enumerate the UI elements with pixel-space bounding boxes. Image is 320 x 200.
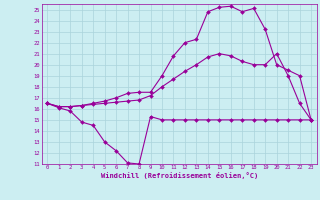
X-axis label: Windchill (Refroidissement éolien,°C): Windchill (Refroidissement éolien,°C) xyxy=(100,172,258,179)
